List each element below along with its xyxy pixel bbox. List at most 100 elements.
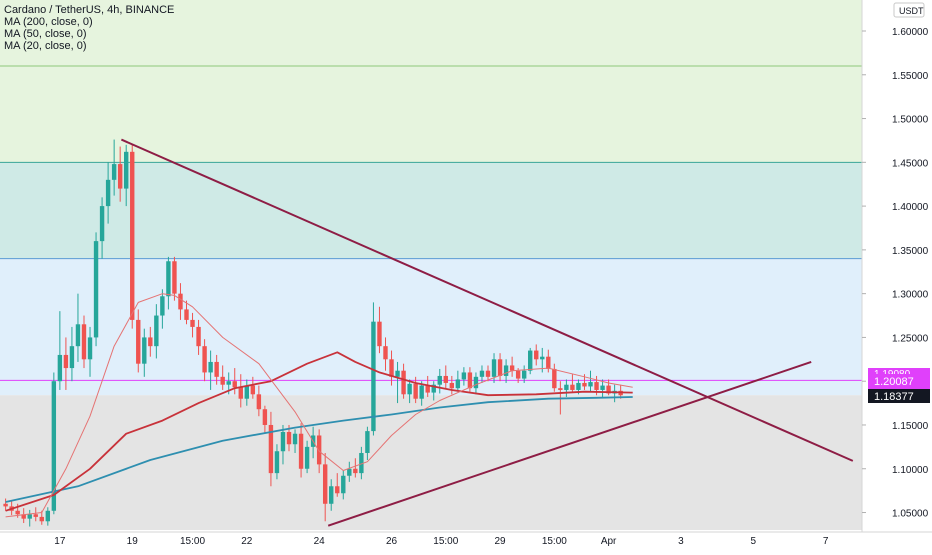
candle-body	[322, 464, 328, 504]
candle	[600, 379, 605, 397]
y-tick-label: 1.40000	[892, 202, 929, 213]
candle-body	[268, 424, 274, 474]
candle	[262, 405, 268, 434]
candle	[455, 370, 461, 392]
candle-body	[479, 370, 485, 377]
candle	[570, 374, 575, 392]
candle-body	[316, 435, 322, 465]
candle	[238, 374, 243, 408]
candle-body	[208, 361, 213, 373]
candle-body	[286, 431, 292, 445]
candle	[449, 375, 455, 395]
candle-body	[220, 376, 225, 385]
candle-body	[365, 431, 370, 453]
candle-body	[190, 319, 195, 327]
candle	[87, 326, 93, 377]
candle-body	[184, 309, 189, 320]
candle	[190, 312, 195, 338]
candle	[407, 379, 412, 404]
candle-body	[250, 385, 256, 395]
candle	[341, 470, 346, 500]
zone-lines	[0, 65, 862, 260]
candle-body	[75, 324, 81, 347]
candle-body	[196, 326, 201, 347]
candle-body	[509, 365, 515, 371]
candle	[220, 365, 225, 390]
candle-body	[546, 356, 551, 369]
candle-body	[15, 510, 20, 515]
indicator-ma50[interactable]: MA (50, close, 0)	[4, 28, 87, 40]
candle	[27, 509, 32, 527]
candle	[69, 326, 75, 382]
candle-body	[341, 475, 346, 494]
candle-body	[443, 375, 448, 383]
candle	[160, 289, 165, 329]
candle-body	[21, 514, 26, 519]
candle-body	[359, 452, 364, 474]
candle-body	[63, 354, 69, 369]
candle-body	[111, 164, 117, 180]
candle	[383, 337, 388, 371]
candle-body	[371, 321, 376, 432]
candle	[214, 354, 219, 385]
y-tick-label: 1.30000	[892, 290, 929, 301]
candle	[528, 347, 533, 375]
candle	[503, 359, 509, 383]
y-tick-label: 1.55000	[892, 71, 929, 82]
badge-current-text: 1.18377	[874, 391, 914, 403]
candle-body	[467, 372, 473, 389]
badge-current	[868, 389, 930, 403]
candle-body	[431, 384, 436, 393]
candle	[292, 429, 298, 453]
x-tick-label: 22	[241, 536, 253, 547]
candle	[268, 411, 274, 487]
candle-body	[449, 382, 455, 389]
currency-button[interactable]: USDT	[893, 2, 925, 18]
moving-average-line	[5, 396, 633, 503]
candle	[105, 162, 111, 224]
candle-body	[280, 431, 286, 452]
candle-body	[528, 350, 533, 371]
candle-body	[274, 451, 280, 474]
candle	[425, 375, 430, 397]
badge-magenta-top	[868, 368, 930, 379]
candle	[322, 452, 328, 522]
candle	[202, 339, 207, 382]
currency-button-label[interactable]: USDT	[899, 6, 924, 16]
candle-body	[558, 388, 563, 390]
x-tick-label: 5	[751, 536, 757, 547]
candle-body	[395, 370, 400, 377]
candle	[479, 365, 485, 383]
zone-teal	[0, 162, 862, 259]
indicator-ma200[interactable]: MA (200, close, 0)	[4, 16, 93, 28]
candle	[81, 315, 87, 369]
candle	[401, 363, 406, 399]
candle-body	[473, 376, 479, 389]
badge-magenta-text: 1.20087	[874, 376, 914, 388]
indicator-ma20[interactable]: MA (20, close, 0)	[4, 40, 87, 52]
candle-body	[292, 433, 298, 445]
candle	[63, 337, 69, 390]
candle-body	[178, 293, 183, 310]
candle	[485, 365, 491, 382]
candle-body	[69, 346, 75, 369]
candle	[136, 309, 141, 373]
candle	[75, 293, 81, 362]
candle	[148, 326, 153, 357]
candle-body	[99, 206, 105, 242]
candle-body	[564, 384, 569, 390]
candle-body	[45, 510, 51, 522]
chart-legend: Cardano / TetherUS, 4h, BINANCE MA (200,…	[4, 4, 174, 52]
candle	[184, 300, 189, 325]
symbol-title[interactable]: Cardano / TetherUS, 4h, BINANCE	[4, 4, 175, 16]
candle-body	[304, 446, 310, 469]
candle	[39, 510, 44, 525]
candle	[437, 368, 442, 394]
candle	[461, 367, 467, 386]
candle	[359, 446, 364, 480]
candle-body	[298, 433, 304, 469]
zone-gray	[0, 395, 862, 531]
candle	[521, 365, 527, 383]
